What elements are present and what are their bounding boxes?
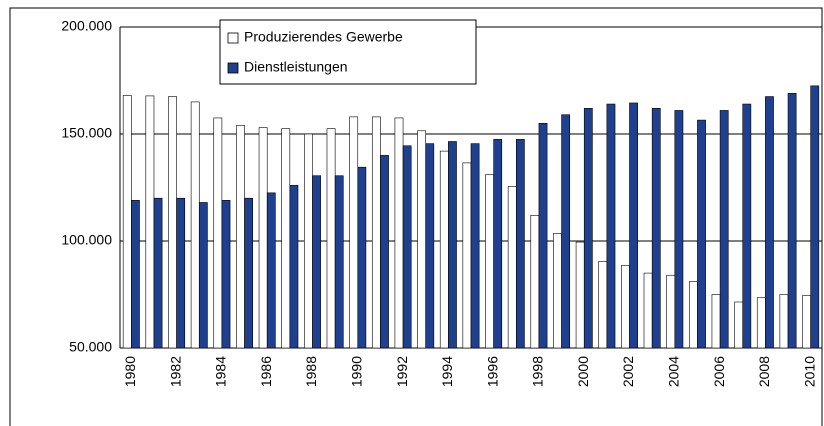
bar (122, 95, 132, 349)
bar (153, 197, 163, 349)
bar (734, 301, 744, 349)
bar (417, 130, 427, 349)
bar (304, 133, 313, 349)
bar (425, 143, 435, 349)
bar (583, 108, 593, 349)
bar (538, 123, 548, 349)
legend-swatch (227, 32, 239, 44)
bar (244, 197, 254, 349)
bar (802, 295, 811, 349)
bar (190, 101, 200, 349)
bar (493, 139, 503, 349)
bar (756, 297, 766, 349)
bar (470, 143, 480, 349)
bar (176, 197, 186, 349)
x-tick-label: 1990 (348, 356, 364, 387)
bar (530, 215, 540, 349)
bar (462, 162, 472, 349)
x-tick-label: 1994 (439, 356, 455, 387)
bar (779, 294, 789, 349)
chart-frame (9, 7, 823, 426)
bar (553, 233, 562, 349)
bar (448, 141, 457, 349)
bar (371, 116, 381, 349)
bar (281, 128, 291, 349)
bar (213, 117, 223, 349)
x-tick-label: 1982 (167, 356, 183, 387)
bar (380, 155, 389, 349)
bar (198, 202, 208, 349)
x-tick-label: 2004 (666, 356, 682, 387)
bar (711, 294, 721, 349)
x-tick-label: 2000 (575, 356, 591, 387)
bar (258, 127, 268, 349)
bar (787, 93, 797, 349)
y-tick-label: 50.000 (69, 339, 112, 355)
bar (145, 95, 155, 349)
x-tick-label: 2010 (801, 356, 817, 387)
bar (221, 200, 231, 349)
x-tick-label: 1996 (484, 356, 500, 387)
x-tick-label: 1986 (258, 356, 274, 387)
bar (334, 175, 344, 349)
bar (606, 103, 616, 349)
bar (697, 119, 706, 349)
bar (485, 174, 494, 349)
bar (742, 103, 752, 349)
bar (765, 96, 774, 349)
y-tick-label: 200.000 (61, 18, 112, 34)
bar (629, 102, 638, 349)
legend-label: Dienstleistungen (244, 59, 348, 75)
legend-label: Produzierendes Gewerbe (244, 29, 403, 45)
bar (810, 85, 820, 349)
bar (666, 274, 676, 349)
legend-box (219, 19, 477, 85)
x-tick-label: 1980 (122, 356, 138, 387)
bar (598, 261, 608, 349)
bar (688, 281, 698, 349)
y-tick-label: 150.000 (61, 125, 112, 141)
bar (357, 166, 367, 349)
bar (575, 241, 585, 349)
bar (507, 186, 517, 349)
bar (349, 116, 359, 349)
bar (561, 114, 571, 349)
x-tick-label: 2008 (756, 356, 772, 387)
bar (621, 265, 630, 349)
x-tick-label: 1992 (394, 356, 410, 387)
bar (326, 128, 336, 349)
bar (394, 117, 404, 349)
bar (719, 110, 729, 349)
x-tick-label: 1988 (303, 356, 319, 387)
bar (402, 145, 412, 349)
bar (515, 139, 525, 349)
y-tick-label: 100.000 (61, 232, 112, 248)
bar (168, 96, 177, 349)
bar (236, 125, 245, 349)
x-tick-label: 2006 (711, 356, 727, 387)
bar (651, 108, 661, 349)
bar (643, 272, 653, 349)
x-tick-label: 2002 (620, 356, 636, 387)
bar (289, 185, 299, 349)
x-tick-label: 1998 (530, 356, 546, 387)
x-tick-label: 1984 (213, 356, 229, 387)
bar (674, 110, 684, 349)
bar (439, 150, 449, 349)
bar (312, 175, 321, 349)
legend-swatch (227, 62, 239, 74)
bar (131, 200, 140, 349)
bar (266, 192, 276, 349)
